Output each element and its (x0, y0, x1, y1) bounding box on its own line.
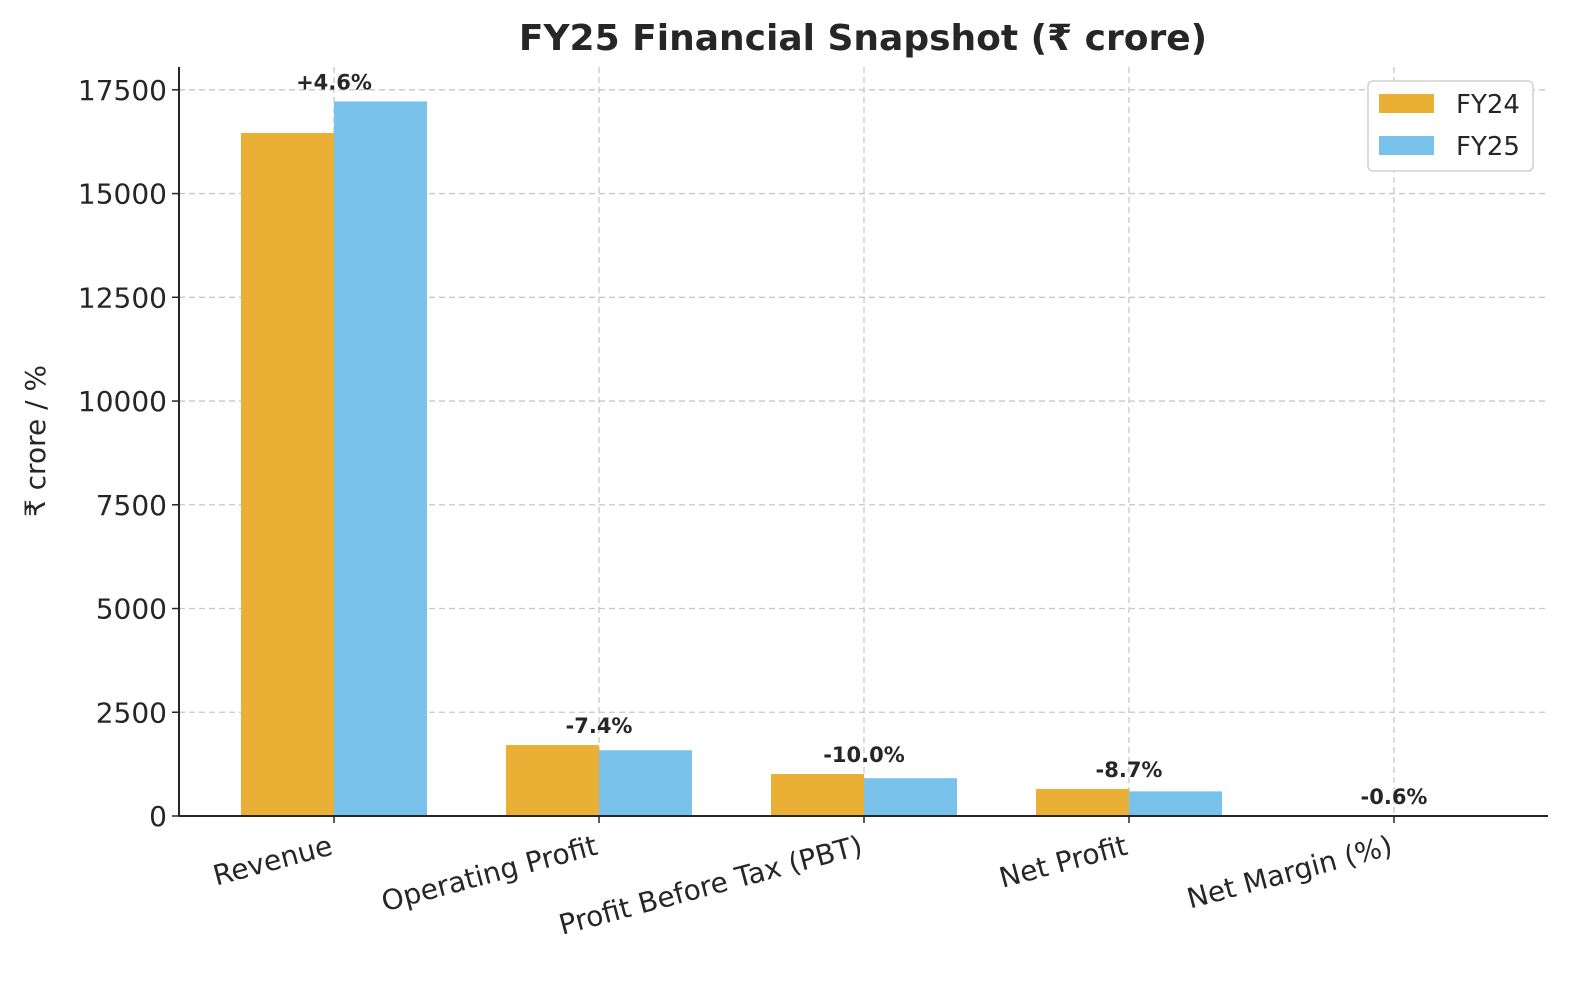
legend-swatch-fy25 (1379, 136, 1434, 155)
legend-label-fy25: FY25 (1456, 132, 1520, 162)
x-tick-label: Net Profit (996, 829, 1131, 895)
change-annotation: -7.4% (566, 714, 633, 738)
change-annotation: -10.0% (823, 743, 905, 767)
change-annotation: -0.6% (1361, 785, 1428, 809)
bar-fy25 (599, 750, 692, 816)
legend: FY24 FY25 (1368, 81, 1533, 171)
bar-fy24 (506, 745, 599, 816)
y-tick-label: 12500 (78, 281, 167, 314)
x-tick-label: Revenue (209, 829, 335, 892)
y-axis-label: ₹ crore / % (19, 365, 52, 517)
bar-fy25 (1129, 791, 1222, 816)
y-tick-label: 5000 (96, 593, 167, 626)
y-tick-label: 15000 (78, 178, 167, 211)
change-annotation: +4.6% (296, 70, 372, 94)
legend-label-fy24: FY24 (1456, 90, 1520, 120)
x-tick-label: Profit Before Tax (PBT) (555, 829, 865, 942)
chart-title: FY25 Financial Snapshot (₹ crore) (519, 18, 1207, 59)
y-tick-label: 2500 (96, 696, 167, 729)
x-tick-label: Operating Profit (378, 829, 601, 918)
change-annotation: -8.7% (1096, 758, 1163, 782)
y-tick-label: 10000 (78, 385, 167, 418)
bar-fy24 (241, 133, 334, 816)
x-tick-label: Net Margin (%) (1183, 829, 1395, 915)
y-tick-label: 7500 (96, 489, 167, 522)
legend-swatch-fy24 (1379, 94, 1434, 113)
bar-fy25 (864, 778, 957, 816)
y-tick-label: 17500 (78, 74, 167, 107)
bar-fy25 (334, 101, 427, 816)
bar-fy24 (771, 774, 864, 816)
y-tick-label: 0 (149, 800, 167, 833)
bar-fy24 (1036, 789, 1129, 816)
